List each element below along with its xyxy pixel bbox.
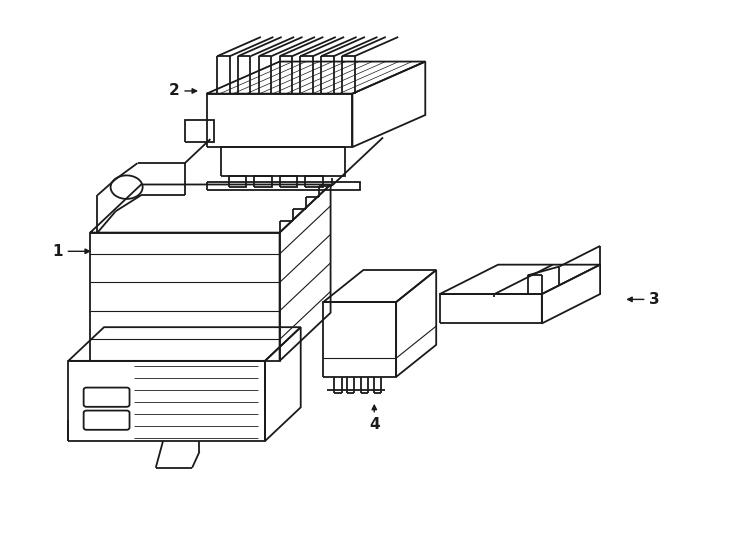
Text: 1: 1 bbox=[52, 244, 90, 259]
Text: 4: 4 bbox=[369, 405, 379, 433]
Text: 2: 2 bbox=[169, 84, 197, 98]
Text: 3: 3 bbox=[628, 292, 660, 307]
